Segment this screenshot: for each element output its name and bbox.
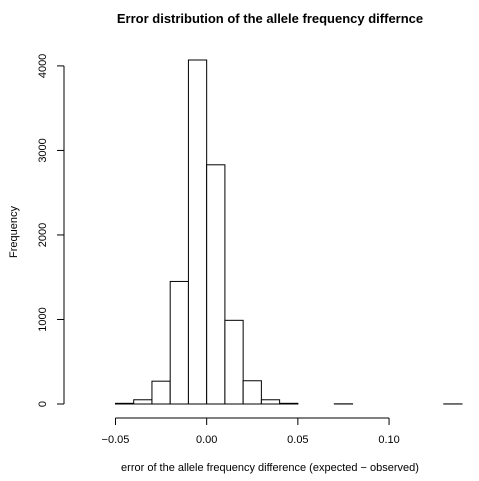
histogram-bar: [133, 399, 153, 405]
y-tick-label: 2000: [37, 223, 49, 247]
x-tick-label: −0.05: [102, 434, 130, 446]
histogram-bar: [224, 319, 244, 405]
y-axis-label: Frequency: [8, 206, 20, 258]
x-axis: −0.05 0.00 0.05 0.10: [102, 417, 400, 446]
y-tick-label: 3000: [37, 138, 49, 162]
histogram-bar: [242, 380, 262, 405]
histogram-bar: [169, 280, 189, 405]
x-tick-label: 0.00: [196, 434, 217, 446]
y-tick-label: 1000: [37, 307, 49, 331]
x-axis-label: error of the allele frequency difference…: [121, 462, 419, 474]
histogram-bar: [279, 402, 299, 405]
x-tick-label: 0.05: [287, 434, 308, 446]
x-tick-label: 0.10: [378, 434, 399, 446]
histogram-bar: [260, 399, 281, 405]
bars-group: [114, 59, 463, 405]
chart-title: Error distribution of the allele frequen…: [117, 11, 423, 26]
y-axis: 0 1000 2000 3000 4000: [37, 54, 65, 407]
y-tick-label: 0: [37, 401, 49, 407]
histogram-bar: [206, 164, 226, 405]
histogram-bar: [187, 59, 208, 405]
histogram-bar: [151, 380, 171, 405]
histogram-bar: [114, 402, 135, 405]
y-tick-label: 4000: [37, 54, 49, 78]
